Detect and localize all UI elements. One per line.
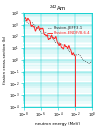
- Fission-JEFF3.1: [23, 19, 24, 20]
- Fission-JEFF3.1: [83, 59, 84, 61]
- Line: Fission-JEFF3.1: Fission-JEFF3.1: [24, 20, 92, 63]
- Fission-JEFF3.1: [35, 26, 36, 27]
- Fission-ENDF/B-6.4: [32, 25, 33, 26]
- Y-axis label: fission cross-section (b): fission cross-section (b): [4, 36, 8, 84]
- Fission-ENDF/B-6.4: [25, 17, 26, 18]
- Fission-JEFF3.1: [88, 63, 90, 64]
- Title: $^{242}$Am: $^{242}$Am: [49, 3, 67, 13]
- Fission-ENDF/B-6.4: [40, 27, 42, 29]
- Fission-JEFF3.1: [92, 60, 93, 62]
- Fission-ENDF/B-6.4: [51, 34, 52, 36]
- Fission-ENDF/B-6.4: [74, 55, 76, 56]
- Fission-JEFF3.1: [31, 22, 32, 23]
- Fission-ENDF/B-6.4: [50, 37, 51, 39]
- Fission-JEFF3.1: [90, 61, 92, 63]
- Fission-ENDF/B-6.4: [23, 17, 24, 19]
- Legend: Fission-JEFF3.1, Fission-ENDF/B-6.4: Fission-JEFF3.1, Fission-ENDF/B-6.4: [47, 26, 90, 35]
- X-axis label: neutron energy (MeV): neutron energy (MeV): [35, 122, 80, 126]
- Fission-JEFF3.1: [52, 38, 54, 39]
- Line: Fission-ENDF/B-6.4: Fission-ENDF/B-6.4: [24, 18, 75, 56]
- Fission-ENDF/B-6.4: [45, 35, 47, 37]
- Fission-JEFF3.1: [49, 35, 50, 37]
- Fission-ENDF/B-6.4: [30, 23, 31, 24]
